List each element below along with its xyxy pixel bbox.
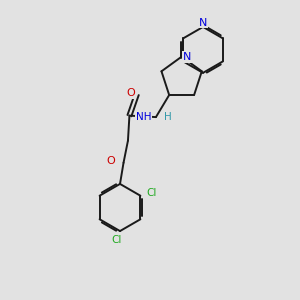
Text: Cl: Cl — [146, 188, 157, 198]
Text: N: N — [199, 17, 207, 28]
Text: O: O — [126, 88, 135, 98]
Text: NH: NH — [136, 112, 152, 122]
Text: Cl: Cl — [112, 236, 122, 245]
Text: O: O — [106, 156, 115, 166]
Text: N: N — [183, 52, 191, 62]
Text: H: H — [164, 112, 172, 122]
